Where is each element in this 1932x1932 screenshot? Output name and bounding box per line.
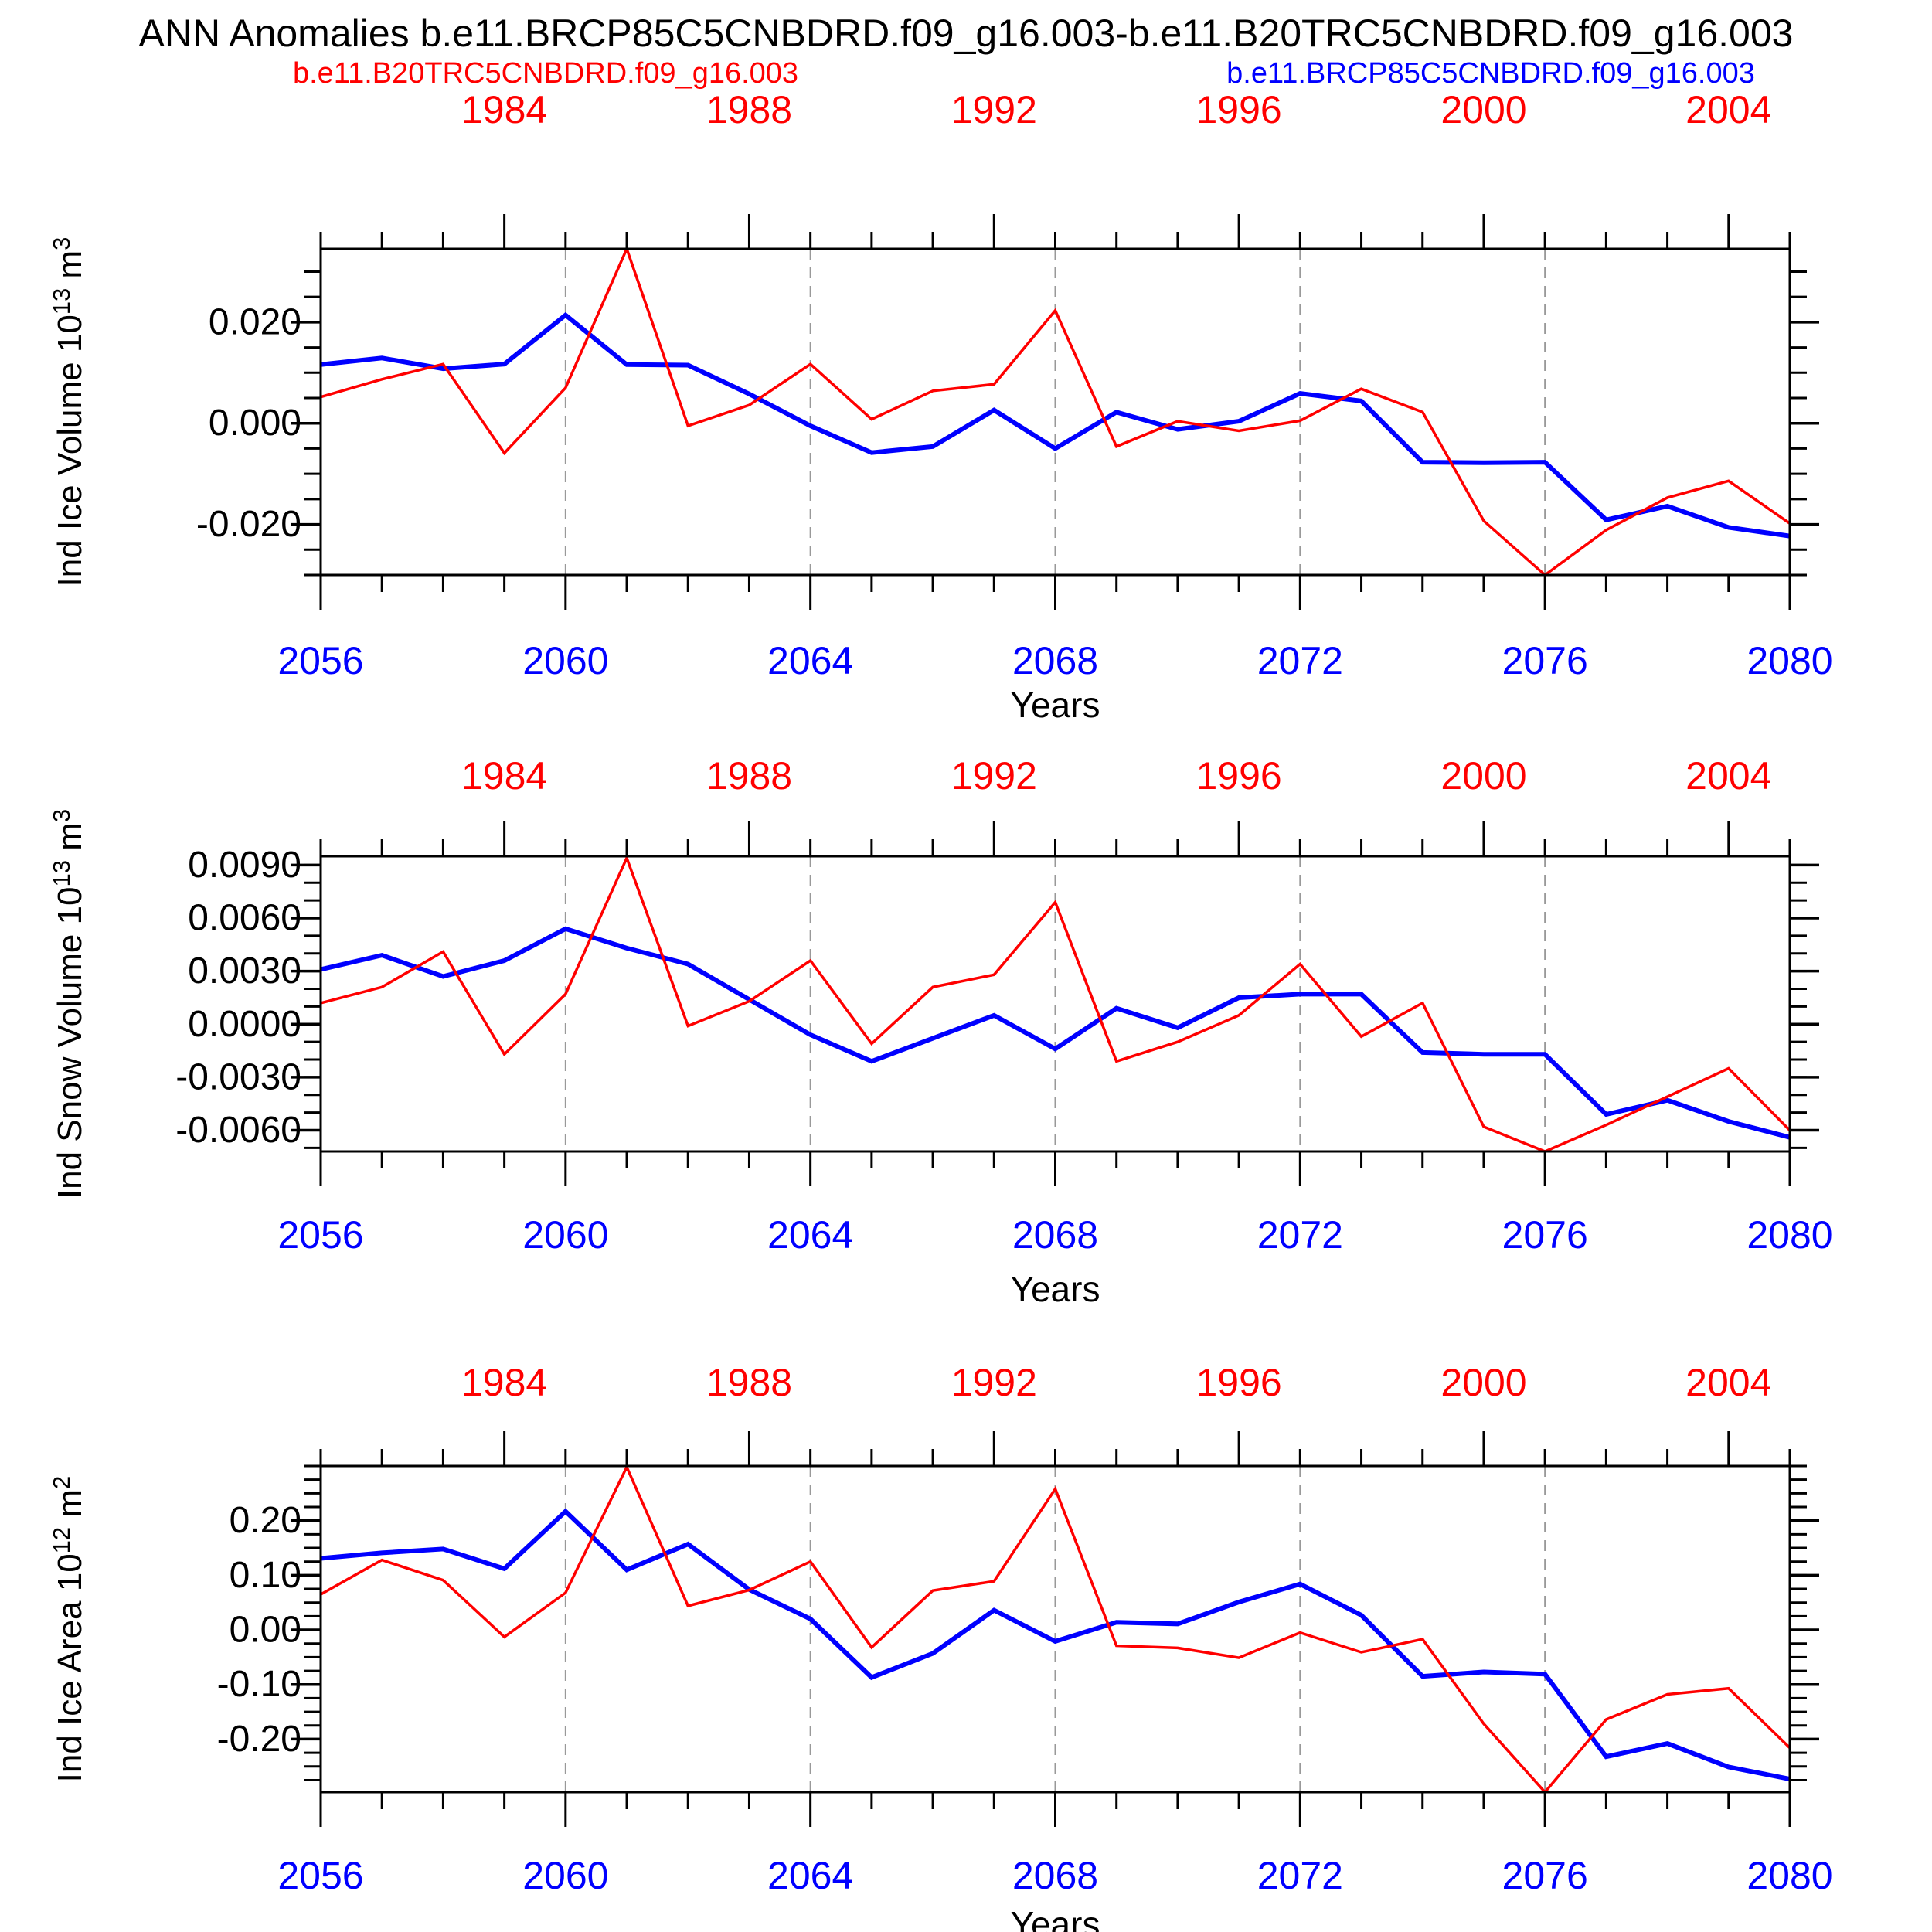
- y-axis-title: Ind Snow Volume 1013 m3: [48, 809, 89, 1199]
- bottom-year-label: 2076: [1502, 1854, 1588, 1897]
- top-year-label: 1992: [951, 88, 1037, 131]
- blue-series-line: [321, 1508, 1790, 1781]
- top-year-label: 1988: [706, 88, 792, 131]
- figure-title: ANN Anomalies b.e11.BRCP85C5CNBDRD.f09_g…: [138, 12, 1794, 55]
- bottom-year-label: 2068: [1012, 1854, 1098, 1897]
- bottom-year-label: 2056: [277, 639, 363, 682]
- top-year-label: 1988: [706, 754, 792, 798]
- top-year-label: 1984: [461, 88, 547, 131]
- x-axis-title: Years: [1011, 1269, 1100, 1309]
- axis-frame: [319, 247, 1791, 577]
- panel-snow-volume: 0.0090 0.0060 0.0030 0.0000 -0.0030 -0.0060 19…: [48, 754, 1833, 1309]
- x-axis-title: Years: [1011, 1904, 1100, 1932]
- y-tick-label: 0.0060: [188, 898, 301, 939]
- top-year-label: 1996: [1196, 88, 1282, 131]
- legend-red-label: b.e11.B20TRC5CNBDRD.f09_g16.003: [292, 57, 799, 90]
- blue-series-line: [321, 926, 1790, 1140]
- y-axis-title: Ind Ice Volume 1013 m3: [48, 237, 89, 587]
- bottom-year-label: 2064: [767, 639, 853, 682]
- y-tick-label: -0.020: [196, 504, 301, 545]
- top-year-label: 1984: [461, 1361, 547, 1404]
- y-tick-label: 0.00: [230, 1610, 301, 1651]
- y-tick-label: -0.10: [217, 1664, 301, 1705]
- top-year-label: 2004: [1685, 754, 1771, 798]
- panel-ice-area: 0.20 0.10 0.00 -0.10 -0.20 1984 1988 1992 1996 20…: [48, 1361, 1833, 1932]
- y-tick-label: 0.0030: [188, 951, 301, 992]
- top-year-label: 1992: [951, 1361, 1037, 1404]
- bottom-year-label: 2068: [1012, 639, 1098, 682]
- bottom-year-label: 2060: [522, 1854, 608, 1897]
- bottom-year-label: 2060: [522, 639, 608, 682]
- top-year-label: 1992: [951, 754, 1037, 798]
- y-tick-label: -0.0030: [175, 1056, 301, 1097]
- bottom-year-label: 2072: [1257, 1854, 1343, 1897]
- y-tick-label: -0.0060: [175, 1110, 301, 1151]
- bottom-year-label: 2064: [767, 1854, 853, 1897]
- top-year-label: 1996: [1196, 754, 1282, 798]
- y-tick-label: 0.20: [230, 1500, 301, 1541]
- bottom-year-label: 2080: [1747, 1854, 1832, 1897]
- axis-frame: [319, 1464, 1791, 1794]
- bottom-year-label: 2076: [1502, 639, 1588, 682]
- bottom-year-label: 2056: [277, 1854, 363, 1897]
- top-year-label: 1996: [1196, 1361, 1282, 1404]
- bottom-year-label: 2068: [1012, 1213, 1098, 1257]
- bottom-year-label: 2080: [1747, 1213, 1832, 1257]
- top-year-label: 2000: [1440, 1361, 1526, 1404]
- y-tick-label: 0.0090: [188, 845, 301, 886]
- top-year-label: 2004: [1685, 88, 1771, 131]
- legend-blue-label: b.e11.BRCP85C5CNBDRD.f09_g16.003: [1226, 57, 1755, 90]
- bottom-year-label: 2072: [1257, 1213, 1343, 1257]
- bottom-year-label: 2056: [277, 1213, 363, 1257]
- top-year-label: 2000: [1440, 88, 1526, 131]
- bottom-year-label: 2064: [767, 1213, 853, 1257]
- top-year-label: 2000: [1440, 754, 1526, 798]
- y-tick-label: 0.000: [209, 403, 301, 444]
- y-axis-title: Ind Ice Area 1012 m2: [48, 1476, 89, 1783]
- bottom-year-label: 2060: [522, 1213, 608, 1257]
- top-year-label: 1988: [706, 1361, 792, 1404]
- y-tick-label: -0.20: [217, 1719, 301, 1760]
- blue-series-line: [321, 311, 1790, 539]
- top-year-label: 1984: [461, 754, 547, 798]
- panel-ice-volume: 0.020 0.000 -0.020 1984 1988 1992 1996 2000 2004…: [48, 88, 1833, 725]
- bottom-year-label: 2072: [1257, 639, 1343, 682]
- red-series-line: [321, 1464, 1790, 1794]
- bottom-year-label: 2076: [1502, 1213, 1588, 1257]
- y-tick-label: 0.020: [209, 301, 301, 342]
- red-series-line: [321, 247, 1790, 577]
- x-axis-title: Years: [1011, 685, 1100, 725]
- bottom-year-label: 2080: [1747, 639, 1832, 682]
- y-tick-label: 0.10: [230, 1555, 301, 1596]
- top-year-label: 2004: [1685, 1361, 1771, 1404]
- y-tick-label: 0.0000: [188, 1004, 301, 1045]
